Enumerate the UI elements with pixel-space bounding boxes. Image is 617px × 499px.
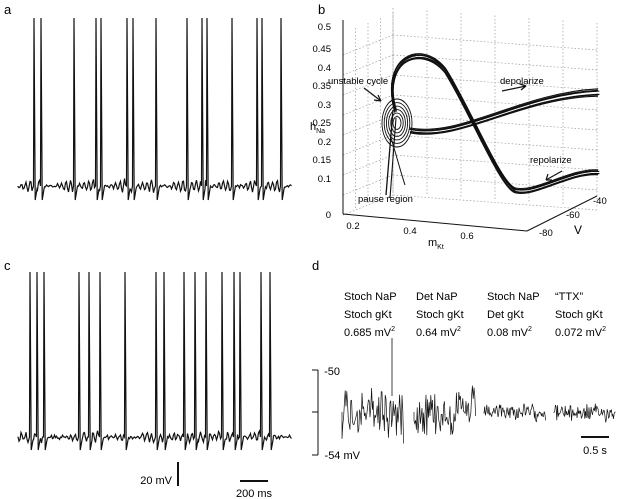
axis-line xyxy=(342,213,528,232)
annotation-depolarize: depolarize xyxy=(500,76,544,87)
z-tick-label: -60 xyxy=(566,210,580,221)
svg-text:“TTX”: “TTX” xyxy=(555,291,583,303)
variance-label: 0.08 mV2 xyxy=(487,326,532,339)
annotation-pause-region: pause region xyxy=(358,194,413,205)
grid-line xyxy=(392,174,598,191)
condition-label-2: Det NaP Stoch gKt 0.64 mV2 xyxy=(416,291,464,339)
y-tick-label-top: -50 xyxy=(324,366,340,378)
trajectory-loop xyxy=(392,54,600,191)
scalebar-time-label: 200 ms xyxy=(236,488,273,499)
y-tick-label: 0.25 xyxy=(313,118,332,129)
y-tick-label: 0.35 xyxy=(313,81,332,92)
grid-line xyxy=(342,154,394,176)
panel-d-plot: Stoch NaP Stoch gKt 0.685 mV2 Det NaP St… xyxy=(312,291,616,462)
spiral-ring xyxy=(392,116,402,130)
scalebar-voltage-label: 20 mV xyxy=(140,475,172,487)
trajectory-upper-branch xyxy=(409,90,598,132)
panel-label-a: a xyxy=(4,2,12,17)
z-tick-label: -80 xyxy=(539,228,553,239)
x-tick-label: 0.6 xyxy=(460,231,473,242)
arrowhead-unstable-cycle xyxy=(373,94,382,102)
panel-label-c: c xyxy=(4,258,11,273)
panel-label-b: b xyxy=(318,2,325,17)
trajectory-upper-branch xyxy=(410,94,599,134)
panel-b-y-ticks: 0 0.1 0.15 0.2 0.25 0.3 0.35 0.4 0.45 0.5 xyxy=(313,22,332,221)
trajectory-upper-branch xyxy=(409,95,598,135)
y-tick-label: 0.4 xyxy=(318,63,331,74)
svg-text:Stoch gKt: Stoch gKt xyxy=(555,309,603,321)
panel-b-plot: 00.10.150.20.250.30.350.40.450.5 0.2 0.4 0… xyxy=(310,8,607,251)
y-tick-label: 0.2 xyxy=(318,137,331,148)
svg-text:Det NaP: Det NaP xyxy=(416,291,458,303)
variance-label: 0.685 mV2 xyxy=(344,326,395,339)
svg-text:Det gKt: Det gKt xyxy=(487,309,524,321)
y-tick-label: 0.5 xyxy=(318,22,331,33)
condition-label-3: Stoch NaP Det gKt 0.08 mV2 xyxy=(487,291,540,339)
grid-line xyxy=(392,94,598,111)
trajectory-loop xyxy=(390,54,598,191)
panel-b-z-ticks: -40 -60 -80 xyxy=(539,196,607,239)
panel-b-box xyxy=(342,20,598,232)
pause-region-line xyxy=(389,134,406,186)
y-tick-label: 0.15 xyxy=(313,155,332,166)
variance-label: 0.072 mV2 xyxy=(555,326,606,339)
grid-line xyxy=(392,114,598,131)
z-tick-label: -40 xyxy=(593,196,607,207)
spiral-ring xyxy=(383,102,411,144)
panel-b-x-ticks: 0.2 0.4 0.6 xyxy=(346,221,473,242)
condition-label-4: “TTX” Stoch gKt 0.072 mV2 xyxy=(555,291,606,339)
y-tick-label: 0.3 xyxy=(318,100,331,111)
panel-label-d: d xyxy=(312,258,319,273)
arrow-repolarize xyxy=(545,170,563,181)
panel-b-grid xyxy=(342,8,598,216)
arrow-unstable-cycle xyxy=(363,87,382,102)
trace-c xyxy=(17,271,292,451)
y-tick-label-bottom: -54 mV xyxy=(325,450,361,462)
svg-text:Stoch NaP: Stoch NaP xyxy=(344,291,397,303)
x-axis-label: mKt xyxy=(428,237,444,251)
y-tick-label: 0.45 xyxy=(313,44,332,55)
trajectory-loop xyxy=(391,57,599,194)
x-tick-label: 0.4 xyxy=(403,226,416,237)
trace-stoch-nap-det-gkt xyxy=(483,403,546,423)
trajectory-upper-branch xyxy=(410,88,599,130)
trace-a xyxy=(17,17,292,201)
svg-text:Stoch gKt: Stoch gKt xyxy=(416,309,464,321)
panel-d-traces xyxy=(341,338,616,444)
grid-line xyxy=(392,34,598,51)
y-tick-label: 0.1 xyxy=(318,174,331,185)
x-tick-label: 0.2 xyxy=(346,221,359,232)
trace-stoch-nap-stoch-gkt xyxy=(341,387,404,444)
pause-region-line xyxy=(389,117,397,199)
y-tick-label: 0 xyxy=(326,210,331,221)
z-axis-label: V xyxy=(574,223,582,237)
trace-det-nap-stoch-gkt xyxy=(413,385,476,436)
panel-a-plot xyxy=(17,17,292,201)
annotation-repolarize: repolarize xyxy=(530,155,572,166)
trace-ttx-stoch-gkt xyxy=(553,403,616,423)
pause-region-line xyxy=(385,109,394,196)
annotation-unstable-cycle: unstable cycle xyxy=(328,76,388,87)
variance-label: 0.64 mV2 xyxy=(416,326,461,339)
spiral-ring xyxy=(390,112,404,134)
arrow-depolarize xyxy=(501,83,527,92)
svg-text:Stoch NaP: Stoch NaP xyxy=(487,291,540,303)
spiral-ring xyxy=(388,109,406,137)
scalebar-d-time-label: 0.5 s xyxy=(583,445,607,457)
trajectory-loop xyxy=(392,56,600,193)
axis-line xyxy=(526,195,598,232)
svg-text:Stoch gKt: Stoch gKt xyxy=(344,309,392,321)
y-axis-label: hNa xyxy=(310,121,325,135)
trajectory-loop xyxy=(391,58,598,194)
panel-b-trajectory xyxy=(381,53,600,199)
condition-label-1: Stoch NaP Stoch gKt 0.685 mV2 xyxy=(344,291,397,339)
panel-c-plot xyxy=(17,271,292,451)
spiral-ring xyxy=(381,98,413,148)
spiral-ring xyxy=(385,105,409,141)
grid-line xyxy=(392,194,598,211)
